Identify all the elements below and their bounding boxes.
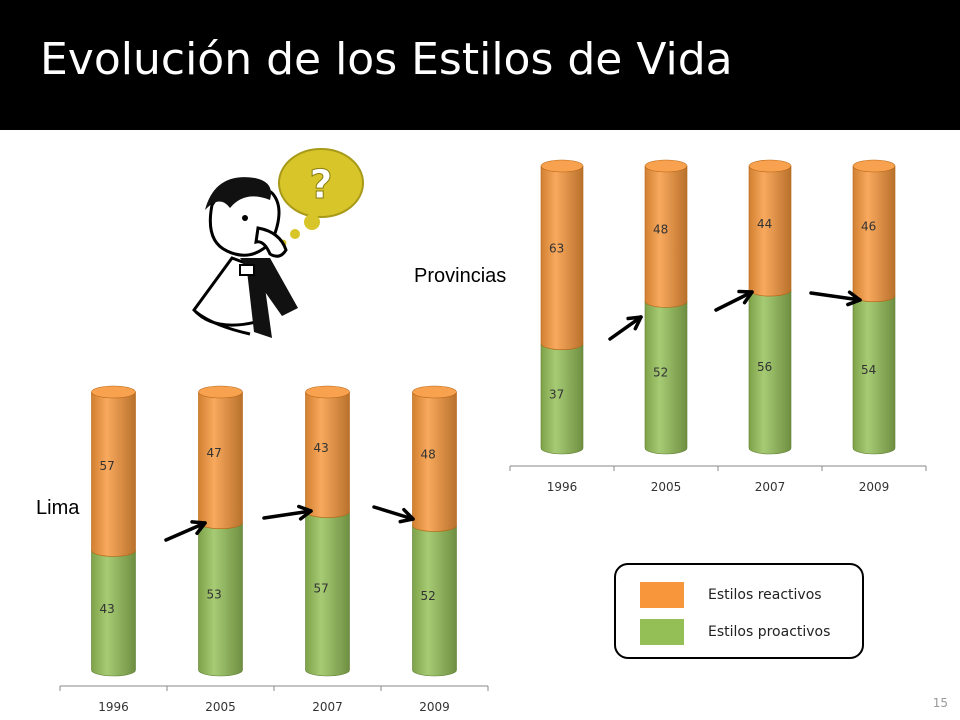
x-tick-label: 1996 bbox=[547, 480, 578, 494]
bar-proactivo bbox=[852, 295, 896, 455]
chart-provincias: 63 37 1996 48 52 2005 44 56 2007 46 54 2009 bbox=[509, 159, 927, 494]
page-number: 15 bbox=[932, 696, 948, 710]
legend-item-reactivos: Estilos reactivos bbox=[640, 582, 822, 608]
trend-arrow-shaft bbox=[262, 509, 313, 520]
bar-top-cap bbox=[412, 385, 457, 399]
bar-proactivo bbox=[644, 301, 688, 455]
data-label-reactivo: 63 bbox=[549, 242, 564, 256]
trend-arrow-head bbox=[846, 290, 862, 307]
trend-arrow bbox=[372, 505, 415, 524]
title-bar bbox=[0, 0, 960, 130]
x-tick-label: 2009 bbox=[419, 700, 450, 714]
data-label-proactivo: 52 bbox=[421, 589, 436, 603]
legend: Estilos reactivos Estilos proactivos bbox=[614, 563, 864, 659]
bar-top-cap bbox=[198, 385, 243, 399]
data-label-proactivo: 37 bbox=[549, 388, 564, 402]
trend-arrow-head bbox=[297, 504, 313, 521]
svg-text:?: ? bbox=[309, 162, 332, 208]
trend-arrow-shaft bbox=[714, 290, 754, 312]
data-label-proactivo: 56 bbox=[757, 360, 772, 374]
bar-reactivo bbox=[644, 165, 688, 308]
legend-item-proactivos: Estilos proactivos bbox=[640, 619, 830, 645]
bar-reactivo bbox=[852, 165, 896, 303]
slide-title: Evolución de los Estilos de Vida bbox=[40, 34, 733, 85]
legend-label-proactivos: Estilos proactivos bbox=[708, 624, 831, 640]
bar-proactivo bbox=[748, 289, 792, 455]
bar-top-cap bbox=[644, 159, 688, 173]
data-label-proactivo: 52 bbox=[653, 366, 668, 380]
bar-proactivo bbox=[305, 511, 350, 677]
data-label-reactivo: 46 bbox=[861, 220, 876, 234]
data-label-proactivo: 54 bbox=[861, 363, 876, 377]
bar-top-cap bbox=[852, 159, 896, 173]
chart-lima-title: Lima bbox=[36, 497, 80, 519]
legend-label-reactivos: Estilos reactivos bbox=[708, 587, 822, 603]
trend-arrow bbox=[164, 520, 207, 542]
trend-arrow bbox=[809, 290, 862, 307]
chart-provincias-title: Provincias bbox=[414, 265, 507, 287]
legend-swatch-proactivos bbox=[640, 619, 684, 645]
data-label-reactivo: 48 bbox=[653, 222, 668, 236]
x-tick-label: 2007 bbox=[755, 480, 786, 494]
bar-top-cap bbox=[305, 385, 350, 399]
data-label-reactivo: 43 bbox=[314, 441, 329, 455]
bar-reactivo bbox=[412, 391, 457, 532]
data-label-reactivo: 48 bbox=[421, 447, 436, 461]
bar-proactivo bbox=[198, 522, 243, 677]
bar-top-cap bbox=[91, 385, 136, 399]
data-label-reactivo: 47 bbox=[207, 446, 222, 460]
trend-arrow bbox=[608, 315, 643, 341]
trend-arrow-shaft bbox=[372, 505, 415, 521]
trend-arrow bbox=[714, 289, 754, 312]
x-tick-label: 1996 bbox=[98, 700, 129, 714]
bar-top-cap bbox=[540, 159, 584, 173]
data-label-proactivo: 43 bbox=[100, 602, 115, 616]
legend-swatch-reactivos bbox=[640, 582, 684, 608]
x-tick-label: 2009 bbox=[859, 480, 890, 494]
x-tick-label: 2007 bbox=[312, 700, 343, 714]
trend-arrow-shaft bbox=[608, 315, 643, 341]
bar-reactivo bbox=[91, 391, 136, 557]
x-tick-label: 2005 bbox=[205, 700, 236, 714]
bar-proactivo bbox=[540, 343, 584, 455]
trend-arrow-head bbox=[737, 289, 754, 305]
trend-arrow-head bbox=[398, 507, 415, 524]
trend-arrow-shaft bbox=[164, 521, 207, 542]
trend-arrow-shaft bbox=[809, 291, 862, 302]
trend-arrow-head bbox=[626, 315, 643, 331]
bar-proactivo bbox=[412, 525, 457, 677]
bar-proactivo bbox=[91, 550, 136, 677]
data-label-reactivo: 44 bbox=[757, 217, 772, 231]
chart-lima: 57 43 1996 47 53 2005 43 57 2007 48 52 2009 bbox=[59, 385, 489, 714]
trend-arrow bbox=[262, 504, 313, 521]
x-tick-label: 2005 bbox=[651, 480, 682, 494]
data-label-proactivo: 57 bbox=[314, 582, 329, 596]
bar-reactivo bbox=[198, 391, 243, 529]
thinking-person-illustration: ? bbox=[192, 148, 364, 338]
trend-arrow-head bbox=[190, 520, 207, 536]
bar-reactivo bbox=[540, 165, 584, 350]
data-label-reactivo: 57 bbox=[100, 459, 115, 473]
bar-top-cap bbox=[748, 159, 792, 173]
data-label-proactivo: 53 bbox=[207, 587, 222, 601]
